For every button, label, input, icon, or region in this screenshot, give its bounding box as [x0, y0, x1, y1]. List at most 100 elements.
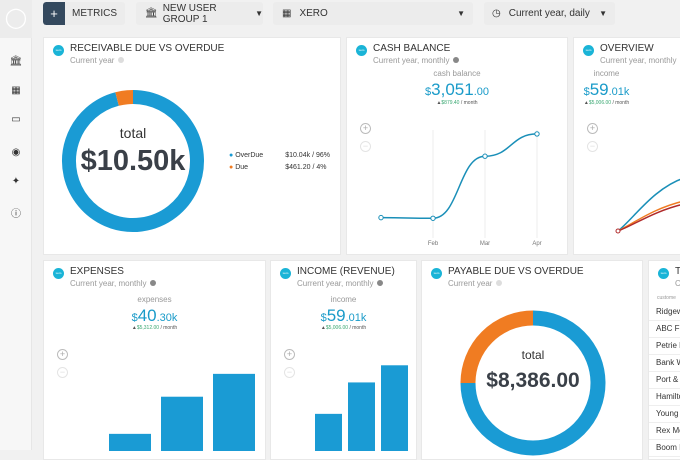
- card-subtitle: Current year, monthly: [297, 279, 384, 288]
- chevron-down-icon: ▼: [255, 9, 263, 18]
- plug-icon[interactable]: ✦: [11, 176, 21, 187]
- kpi-value: $59.01k: [583, 80, 630, 99]
- donut-slice[interactable]: [115, 90, 134, 106]
- donut-slice[interactable]: [62, 90, 204, 232]
- xero-icon: xero: [658, 268, 669, 279]
- legend-item-overdue: ● OverDue $10.04k / 96%: [229, 152, 330, 159]
- card-subtitle: Current year: [70, 56, 125, 65]
- customer-row[interactable]: Ridgew: [649, 304, 680, 321]
- data-point[interactable]: [378, 214, 384, 221]
- zoom-out-button[interactable]: −: [587, 141, 598, 152]
- kpi-delta: ▲$5,006.00 / month: [320, 325, 367, 331]
- receivable-card: xero RECEIVABLE DUE VS OVERDUE Current y…: [43, 37, 341, 255]
- period-select[interactable]: ◷ Current year, daily ▼: [484, 2, 615, 25]
- bank-icon: 🏛: [145, 8, 158, 19]
- zoom-in-button[interactable]: +: [57, 349, 68, 360]
- donut-slice[interactable]: [460, 310, 534, 384]
- settings-icon[interactable]: [118, 57, 125, 63]
- bar[interactable]: [381, 365, 408, 451]
- card-subtitle: Current year, monthly: [70, 279, 157, 288]
- zoom-out-button[interactable]: −: [57, 367, 68, 378]
- bar[interactable]: [213, 373, 255, 451]
- customer-row[interactable]: Petrie M: [649, 338, 680, 355]
- user-icon[interactable]: ◉: [11, 147, 21, 158]
- card-subtitle: Current year, monthly: [373, 56, 460, 65]
- settings-icon[interactable]: [150, 280, 157, 286]
- card-subtitle: Current year, monthly: [600, 56, 677, 65]
- zoom-in-button[interactable]: +: [284, 349, 295, 360]
- data-point[interactable]: [430, 215, 436, 221]
- card-title: PAYABLE DUE VS OVERDUE: [448, 266, 584, 277]
- zoom-in-button[interactable]: +: [587, 123, 598, 134]
- customer-row[interactable]: Rex Me: [649, 423, 680, 440]
- zoom-out-button[interactable]: −: [360, 141, 371, 152]
- bar[interactable]: [109, 433, 151, 451]
- bank-icon[interactable]: 🏛: [9, 56, 23, 67]
- kpi-delta: ▲$5,312.00 / month: [131, 325, 178, 331]
- legend-item-due: ● Due $461.20 / 4%: [229, 164, 327, 171]
- overview-line-chart: [615, 178, 680, 234]
- data-point[interactable]: [534, 131, 540, 137]
- series-line-income: [617, 178, 680, 232]
- kpi-label: income: [330, 295, 357, 304]
- card-subtitle: Cu: [675, 279, 680, 288]
- source-label: XERO: [299, 8, 328, 19]
- customer-row[interactable]: ABC Fu: [649, 321, 680, 338]
- group-select[interactable]: 🏛 NEW USER GROUP 1 ▼: [136, 2, 263, 25]
- xero-icon: xero: [280, 268, 291, 279]
- donut-center-value: $10.50k: [80, 145, 186, 177]
- metrics-button[interactable]: + METRICS: [43, 2, 125, 25]
- settings-icon[interactable]: [453, 57, 460, 63]
- legend: ● OverDue $10.04k / 96% ● Due $461.20 / 4%: [229, 150, 330, 174]
- kpi-value: $40.30k: [131, 306, 178, 325]
- customers-card: xero T Cu custome RidgewABC FuPetrie MBa…: [648, 260, 680, 460]
- cash-line-chart: Feb Mar Apr: [378, 130, 542, 247]
- bar[interactable]: [161, 396, 203, 451]
- settings-icon[interactable]: [496, 280, 503, 286]
- clock-icon: ◷: [492, 8, 501, 19]
- xero-icon: xero: [356, 45, 367, 56]
- info-icon[interactable]: ⓘ: [11, 209, 21, 220]
- card-subtitle: Current year: [448, 279, 503, 288]
- customer-row[interactable]: Hamilto: [649, 389, 680, 406]
- card-title: CASH BALANCE: [373, 43, 451, 54]
- customer-row[interactable]: Boom I: [649, 440, 680, 457]
- data-point[interactable]: [482, 153, 488, 159]
- donut-slice[interactable]: [460, 310, 606, 456]
- kpi-label: cash balance: [433, 69, 481, 78]
- chevron-down-icon: ▼: [457, 9, 465, 18]
- kpi-label: expenses: [137, 295, 172, 304]
- receivable-donut: [62, 90, 204, 232]
- data-point: [615, 228, 621, 234]
- card-title: EXPENSES: [70, 266, 124, 277]
- donut-center-label: total: [521, 348, 545, 362]
- kpi-delta: ▲$5,006.00 / month: [583, 100, 630, 106]
- expenses-bar-chart: [109, 373, 255, 451]
- income-card: xero INCOME (REVENUE) Current year, mont…: [270, 260, 417, 460]
- zoom-in-button[interactable]: +: [360, 123, 371, 134]
- x-tick-label: Mar: [480, 241, 490, 247]
- dashboard-icon: ▦: [282, 8, 292, 19]
- settings-icon[interactable]: [377, 280, 384, 286]
- payable-card: xero PAYABLE DUE VS OVERDUE Current year…: [421, 260, 643, 460]
- expenses-card: xero EXPENSES Current year, monthly expe…: [43, 260, 266, 460]
- dashboard-icon[interactable]: ▦: [11, 85, 21, 96]
- card-title: INCOME (REVENUE): [297, 266, 395, 277]
- source-select[interactable]: ▦ XERO ▼: [273, 2, 473, 25]
- x-tick-label: Feb: [428, 241, 439, 247]
- column-header: custome: [657, 295, 676, 301]
- clipboard-icon[interactable]: ▭: [11, 114, 21, 125]
- group-label: NEW USER GROUP 1: [162, 2, 217, 25]
- customer-row[interactable]: Bank W: [649, 355, 680, 372]
- bar[interactable]: [348, 382, 375, 451]
- x-tick-label: Apr: [532, 241, 541, 247]
- metrics-label: METRICS: [72, 8, 117, 19]
- payable-donut: [460, 310, 606, 456]
- xero-icon: xero: [53, 45, 64, 56]
- customer-row[interactable]: Young: [649, 406, 680, 423]
- card-title: OVERVIEW: [600, 43, 654, 54]
- customer-row[interactable]: Port &: [649, 372, 680, 389]
- logo-icon: ◯: [0, 0, 32, 38]
- bar[interactable]: [315, 413, 342, 451]
- zoom-out-button[interactable]: −: [284, 367, 295, 378]
